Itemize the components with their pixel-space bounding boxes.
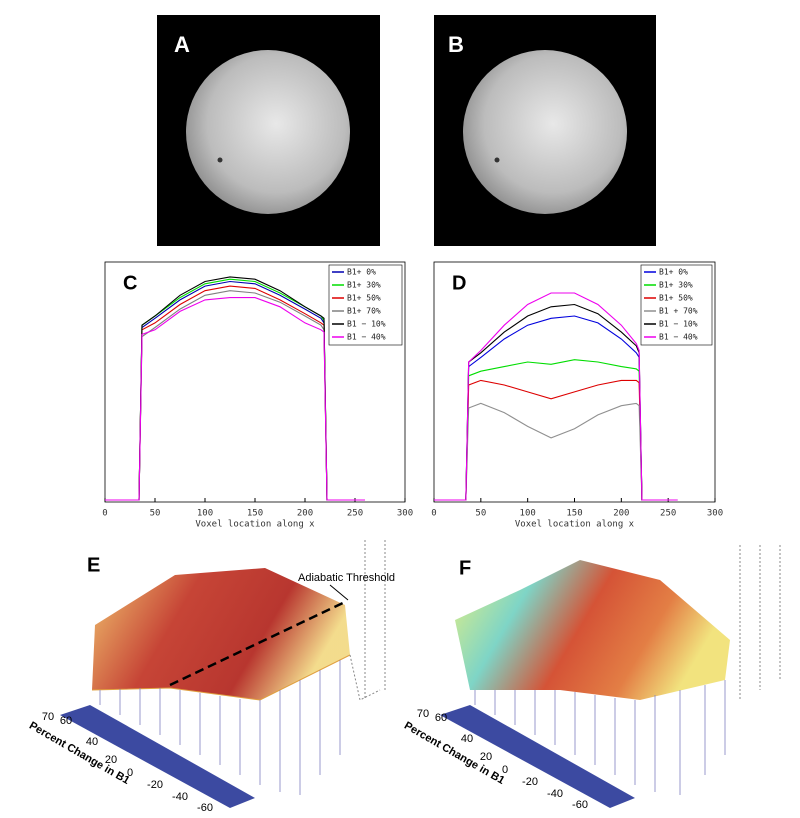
legend-label: B1+ 0%	[659, 268, 688, 277]
x-tick-label: 150	[566, 509, 582, 519]
legend-label: B1 − 40%	[347, 333, 386, 342]
surface-e	[60, 540, 386, 808]
panel-label: A	[174, 32, 190, 57]
legend-label: B1 − 10%	[347, 320, 386, 329]
z-tick-label: 70	[417, 708, 429, 720]
z-tick-label: 0	[502, 764, 508, 776]
z-tick-label: 60	[60, 715, 72, 727]
legend-label: B1+ 70%	[347, 307, 381, 316]
legend-label: B1 + 70%	[659, 307, 698, 316]
panel-label: C	[123, 272, 137, 294]
series-line	[434, 402, 678, 501]
legend-label: B1+ 50%	[347, 294, 381, 303]
legend-label: B1+ 50%	[659, 294, 693, 303]
x-tick-label: 50	[475, 509, 486, 519]
phantom	[463, 50, 627, 214]
series-line	[105, 297, 365, 501]
x-axis-label: Voxel location along x	[515, 520, 635, 530]
x-tick-label: 200	[297, 509, 313, 519]
annotation: Adiabatic Threshold	[298, 572, 395, 584]
x-tick-label: 100	[520, 509, 536, 519]
series-line	[105, 285, 365, 501]
spot	[494, 157, 500, 163]
z-tick-label: -40	[172, 791, 188, 803]
z-tick-label: 40	[461, 733, 473, 745]
series-line	[434, 379, 678, 501]
z-tick-label: -60	[572, 799, 588, 811]
x-tick-label: 300	[707, 509, 723, 519]
x-tick-label: 150	[247, 509, 263, 519]
x-tick-label: 50	[150, 509, 161, 519]
annotation-leader	[329, 584, 349, 601]
surface-f	[440, 545, 781, 808]
panel-label: B	[448, 32, 464, 57]
x-tick-label: 100	[197, 509, 213, 519]
panel-label: E	[87, 554, 100, 576]
z-tick-label: -20	[147, 779, 163, 791]
phantom	[186, 50, 350, 214]
spot	[217, 157, 223, 163]
z-tick-label: 70	[42, 711, 54, 723]
x-tick-label: 250	[347, 509, 363, 519]
legend-label: B1 − 40%	[659, 333, 698, 342]
legend	[640, 264, 713, 346]
panel-label: F	[459, 557, 471, 579]
x-tick-label: 0	[102, 509, 107, 519]
legend	[328, 264, 403, 346]
series-line	[434, 359, 678, 501]
z-tick-label: 20	[480, 751, 492, 763]
z-tick-label: -20	[522, 776, 538, 788]
z-tick-label: -60	[197, 802, 213, 813]
z-tick-label: -40	[547, 788, 563, 800]
series-line	[434, 292, 678, 501]
x-tick-label: 300	[397, 509, 413, 519]
legend-label: B1 − 10%	[659, 320, 698, 329]
series-line	[105, 290, 365, 501]
panel-label: D	[452, 272, 466, 294]
z-tick-label: 40	[86, 736, 98, 748]
z-tick-label: 20	[105, 754, 117, 766]
series-line	[105, 276, 365, 501]
x-axis-label: Voxel location along x	[195, 520, 315, 530]
legend-label: B1+ 0%	[347, 268, 376, 277]
legend-label: B1+ 30%	[659, 281, 693, 290]
x-tick-label: 200	[613, 509, 629, 519]
legend-label: B1+ 30%	[347, 281, 381, 290]
z-tick-label: 60	[435, 712, 447, 724]
x-tick-label: 0	[431, 509, 436, 519]
z-tick-label: 0	[127, 767, 133, 779]
x-tick-label: 250	[660, 509, 676, 519]
